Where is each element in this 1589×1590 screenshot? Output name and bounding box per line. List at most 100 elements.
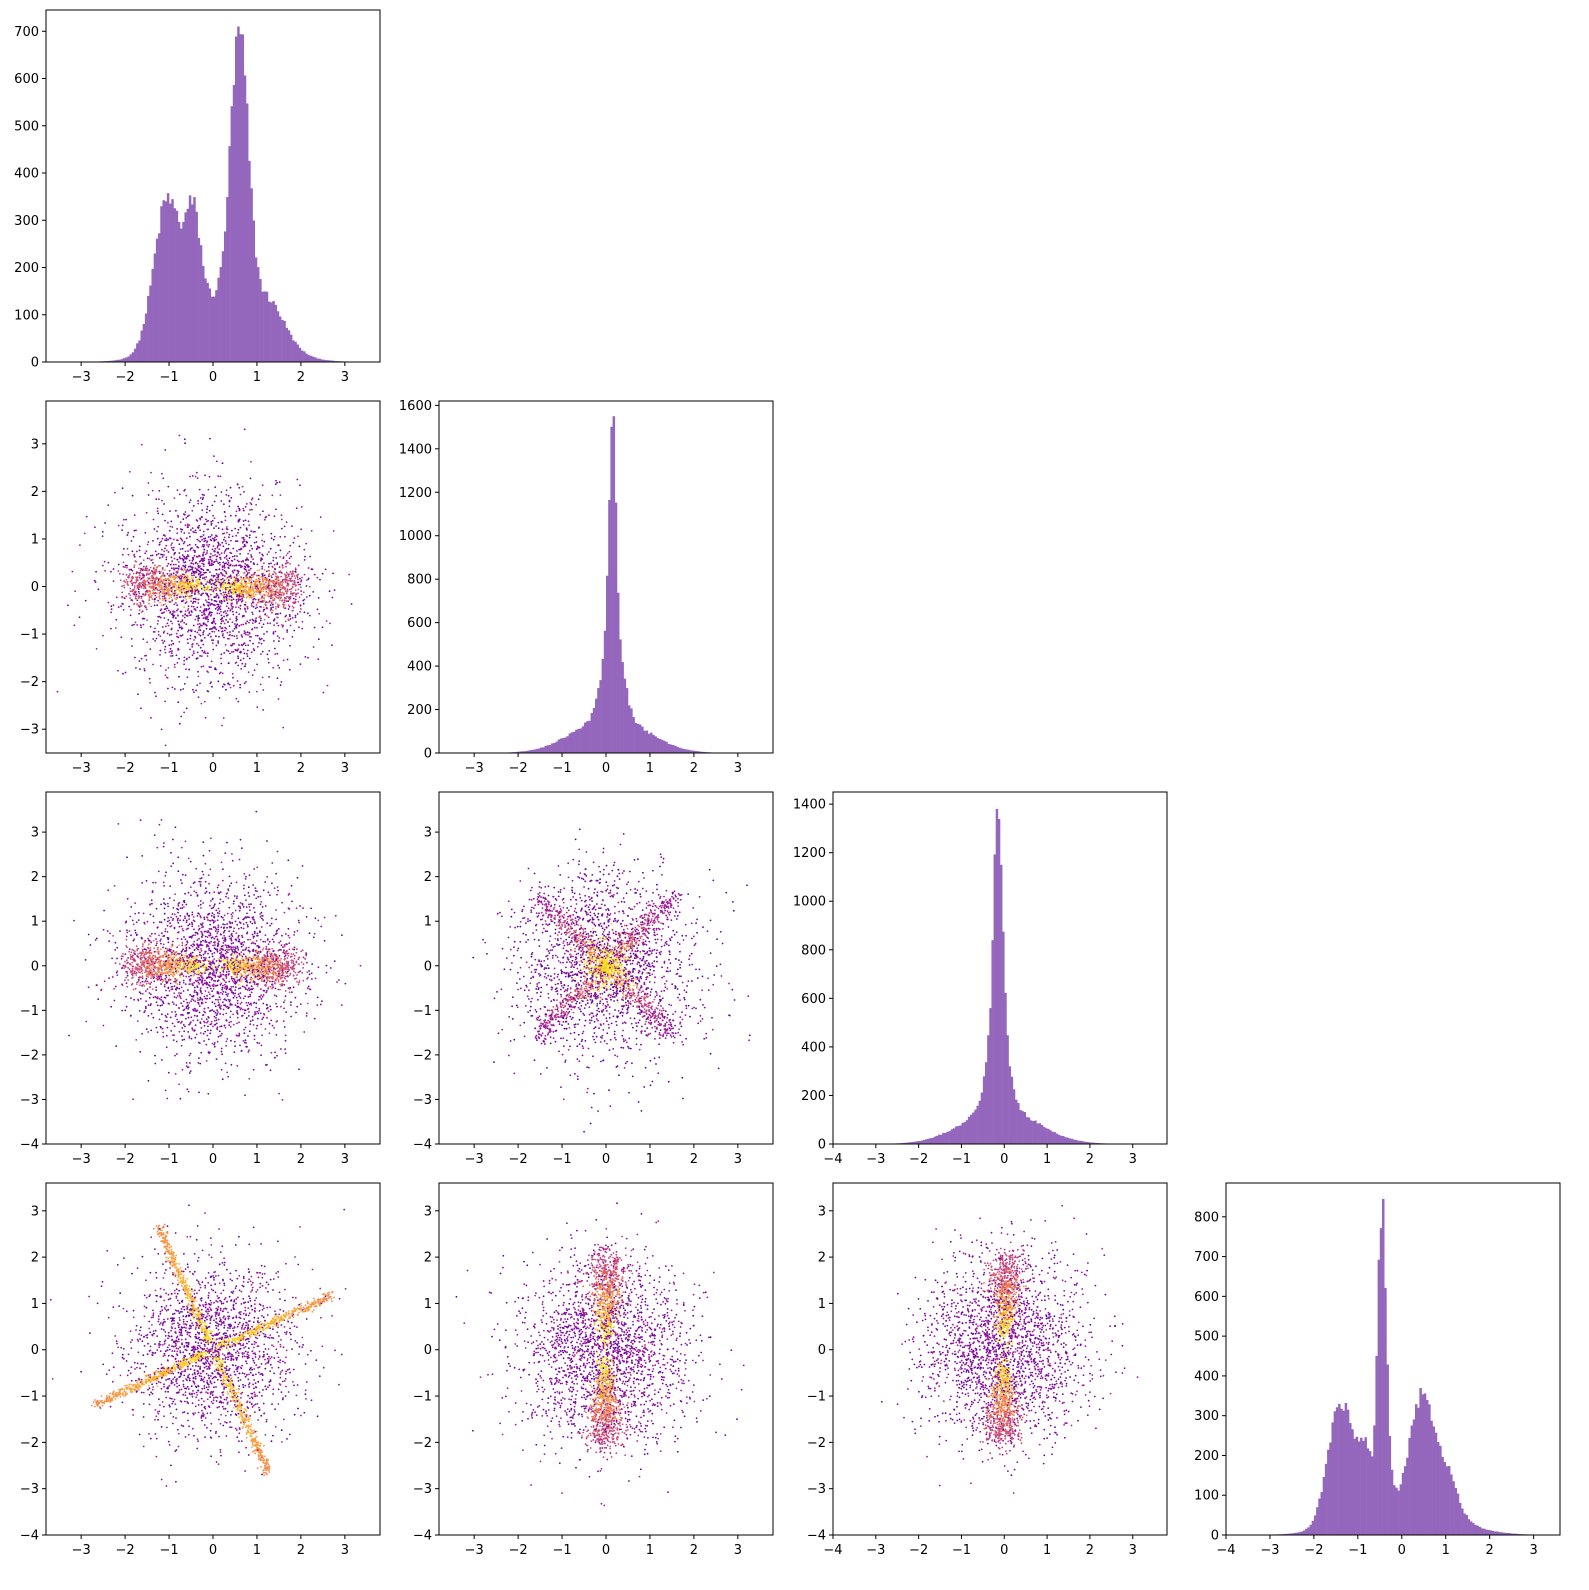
panel-r2c0-point [194,934,197,937]
panel-r2c0-point [246,924,249,926]
panel-r1c0-point [158,615,161,618]
panel-r2c0-point [174,893,177,895]
panel-r1c0-point [236,635,238,637]
panel-r1c0-point [184,564,187,567]
panel-r1c0-point [154,594,157,597]
panel-r1c0-point [271,494,274,497]
panel-r1c0-point [149,579,152,582]
panel-r1c0-point [168,582,171,585]
panel-r1c0-point [242,507,245,510]
panel-r1c1-ytick-label-5: 1000 [399,529,432,544]
panel-r1c0-point [205,583,207,585]
panel-r1c0-point [153,604,156,607]
panel-r1c0-point [304,656,307,658]
panel-r2c0-point [216,948,219,951]
panel-r2c0-point [276,893,278,896]
panel-r1c0-point [249,584,252,587]
panel-r1c1-bar-72 [610,426,613,753]
panel-r1c0-point [196,556,199,558]
panel-r1c0-point [178,640,181,643]
panel-r1c0-point [292,592,294,595]
panel-r1c0-point [186,676,189,679]
panel-r1c0-point [110,605,113,608]
panel-r1c0-point [131,582,134,585]
panel-r1c0-point [219,625,222,628]
panel-r1c0-point [225,555,228,558]
panel-r1c0-point [231,564,234,567]
panel-r1c0-point [289,595,292,598]
panel-r2c0-point [232,946,235,948]
panel-r0c0-bar-65 [202,265,205,362]
panel-r1c0-point [205,571,207,574]
panel-r1c0-point [225,688,227,691]
panel-r1c0-point [78,616,81,619]
panel-r1c0-point [214,578,217,581]
panel-r1c0-point [95,570,97,573]
panel-r1c0-point [223,562,226,565]
panel-r1c0-point [159,597,161,600]
panel-r1c0-point [211,642,214,644]
panel-r1c0-point [273,598,276,600]
panel-r1c0-point [238,631,240,633]
panel-r1c0-point [112,568,115,570]
panel-r2c0-point [164,1089,167,1092]
panel-r1c0-point [224,550,226,553]
panel-r2c0-point [177,952,180,955]
panel-r1c0-point [130,608,132,611]
panel-r1c0-point [127,592,130,595]
panel-r1c0-point [237,700,240,703]
panel-r1c0-point [249,534,251,536]
panel-r1c0-point [170,520,173,523]
panel-r1c0-point [161,599,164,602]
panel-r1c0-point [234,623,236,625]
panel-r1c0-point [146,557,149,560]
panel-r1c0-point [288,550,291,553]
panel-r2c0-point [320,925,323,928]
panel-r1c0-point [273,590,275,593]
panel-r1c0-point [240,580,243,582]
panel-r1c0-point [140,586,143,589]
panel-r1c0-point [272,606,274,609]
panel-r2c0-point [250,1004,253,1006]
panel-r2c0-point [243,941,246,943]
panel-r1c0-point [148,596,151,599]
panel-r1c0-point [277,624,280,627]
panel-r1c0-point [192,586,195,588]
panel-r1c0-point [161,580,164,583]
panel-r1c0-point [133,529,136,532]
panel-r1c1-ytick-label-1: 200 [407,703,432,718]
panel-r1c0-point [219,563,221,566]
panel-r1c0-point [153,580,156,583]
panel-r2c0-point [141,956,144,959]
panel-r1c0-point [134,560,137,562]
panel-r1c0-point [126,583,129,586]
panel-r0c0-bar-56 [182,221,185,362]
panel-r1c0-point [235,617,238,620]
panel-r2c0-point [232,930,235,933]
panel-r2c0-point [192,999,195,1002]
panel-r1c0-point [120,605,122,607]
panel-r1c0-point [151,598,154,600]
panel-r1c0-point [132,535,135,538]
panel-r2c0-point [177,856,180,859]
panel-r1c0-point [251,605,253,607]
panel-r2c0-point [207,1092,210,1095]
panel-r1c0-point [167,538,170,541]
panel-r1c0-point [164,588,166,590]
panel-r1c0-point [171,686,174,689]
panel-r1c0-point [194,543,197,546]
panel-r1c0-point [150,586,153,588]
panel-r1c0-point [282,603,285,606]
panel-r1c0-point [285,592,288,595]
panel-r1c0-point [278,596,281,599]
panel-r0c0-bar-49 [166,193,170,362]
panel-r1c0-point [196,606,199,609]
panel-r2c0-point [185,1017,187,1020]
panel-r1c0-point [223,622,226,625]
panel-r1c0-point [149,625,152,628]
panel-r2c0-point [167,917,170,919]
panel-r1c0-point [139,569,142,572]
panel-r1c0-point [180,715,183,718]
panel-r2c0-point [204,935,207,938]
panel-r1c0-point [227,494,230,497]
